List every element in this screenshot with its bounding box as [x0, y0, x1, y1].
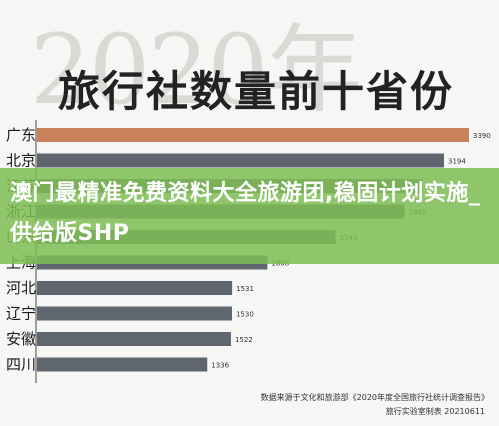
bar	[37, 332, 231, 346]
bar	[37, 153, 445, 168]
value-label: 1531	[236, 285, 254, 293]
bar	[37, 128, 469, 142]
category-label: 河北	[6, 279, 36, 297]
category-label: 四川	[6, 356, 36, 374]
chart-title: 旅行社数量前十省份	[58, 67, 455, 116]
category-label: 广东	[6, 126, 36, 144]
value-label: 3194	[448, 158, 466, 166]
bar	[37, 306, 232, 321]
bar	[37, 357, 208, 372]
value-label: 1336	[211, 362, 229, 370]
banner-text[interactable]: 澳门最精准免费资料大全旅游团,稳固计划实施_供给版SHP	[10, 181, 481, 246]
data-source-note: 数据来源于文化和旅游部《2020年度全国旅行社统计调查报告》	[260, 393, 489, 402]
chart-credit: 旅行实验室制表 20210611	[385, 407, 485, 416]
value-label: 3390	[473, 132, 491, 140]
value-label: 1530	[236, 311, 254, 319]
value-label: 1522	[235, 336, 253, 344]
promo-banner[interactable]: 澳门最精准免费资料大全旅游团,稳固计划实施_供给版SHP	[0, 168, 499, 264]
category-label: 北京	[6, 152, 36, 170]
bar	[37, 281, 233, 295]
year-watermark: 2020年	[30, 14, 362, 126]
category-label: 辽宁	[6, 305, 36, 323]
category-label: 安徽	[6, 330, 36, 348]
